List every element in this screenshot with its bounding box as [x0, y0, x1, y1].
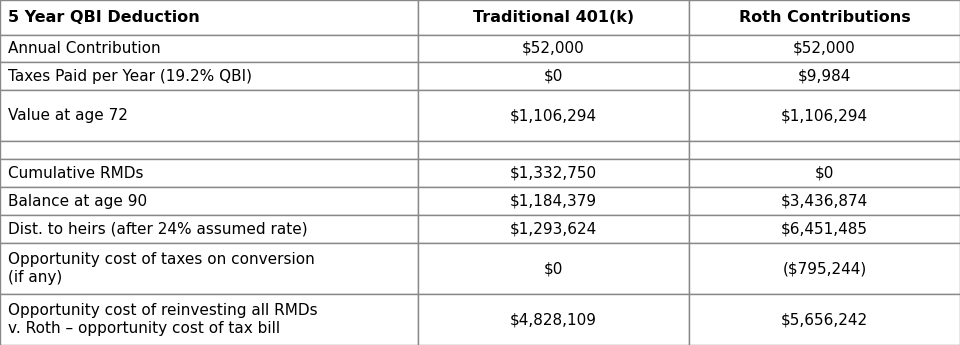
Bar: [0, 141, 418, 159]
Text: Annual Contribution: Annual Contribution: [8, 41, 160, 56]
Bar: [0, 294, 418, 345]
Text: $4,828,109: $4,828,109: [510, 312, 597, 327]
Text: $0: $0: [815, 166, 834, 181]
Text: $0: $0: [543, 261, 563, 276]
Bar: [418, 34, 688, 62]
Bar: [688, 159, 960, 187]
Bar: [0, 215, 418, 243]
Bar: [0, 243, 418, 294]
Text: $9,984: $9,984: [798, 69, 852, 84]
Bar: [688, 141, 960, 159]
Bar: [418, 243, 688, 294]
Text: Traditional 401(k): Traditional 401(k): [472, 10, 634, 25]
Text: Dist. to heirs (after 24% assumed rate): Dist. to heirs (after 24% assumed rate): [8, 222, 307, 237]
Bar: [688, 187, 960, 215]
Text: ($795,244): ($795,244): [782, 261, 867, 276]
Text: $1,293,624: $1,293,624: [510, 222, 597, 237]
Text: $52,000: $52,000: [793, 41, 855, 56]
Text: $3,436,874: $3,436,874: [780, 194, 868, 209]
Bar: [688, 62, 960, 90]
Bar: [0, 34, 418, 62]
Bar: [418, 0, 688, 34]
Bar: [0, 187, 418, 215]
Text: Opportunity cost of taxes on conversion
(if any): Opportunity cost of taxes on conversion …: [8, 252, 315, 285]
Text: $52,000: $52,000: [522, 41, 585, 56]
Bar: [688, 294, 960, 345]
Text: $5,656,242: $5,656,242: [780, 312, 868, 327]
Text: Roth Contributions: Roth Contributions: [738, 10, 910, 25]
Bar: [688, 215, 960, 243]
Bar: [0, 62, 418, 90]
Text: $1,106,294: $1,106,294: [510, 108, 597, 123]
Bar: [418, 90, 688, 141]
Text: Opportunity cost of reinvesting all RMDs
v. Roth – opportunity cost of tax bill: Opportunity cost of reinvesting all RMDs…: [8, 303, 318, 336]
Text: $1,106,294: $1,106,294: [780, 108, 868, 123]
Bar: [418, 294, 688, 345]
Text: $6,451,485: $6,451,485: [780, 222, 868, 237]
Text: $0: $0: [543, 69, 563, 84]
Text: Taxes Paid per Year (19.2% QBI): Taxes Paid per Year (19.2% QBI): [8, 69, 252, 84]
Bar: [418, 62, 688, 90]
Bar: [0, 90, 418, 141]
Bar: [688, 90, 960, 141]
Text: Value at age 72: Value at age 72: [8, 108, 128, 123]
Bar: [688, 34, 960, 62]
Bar: [418, 159, 688, 187]
Bar: [688, 0, 960, 34]
Bar: [418, 215, 688, 243]
Text: Balance at age 90: Balance at age 90: [8, 194, 147, 209]
Text: Cumulative RMDs: Cumulative RMDs: [8, 166, 143, 181]
Bar: [688, 243, 960, 294]
Bar: [418, 141, 688, 159]
Bar: [418, 187, 688, 215]
Text: $1,184,379: $1,184,379: [510, 194, 597, 209]
Text: $1,332,750: $1,332,750: [510, 166, 597, 181]
Bar: [0, 159, 418, 187]
Bar: [0, 0, 418, 34]
Text: 5 Year QBI Deduction: 5 Year QBI Deduction: [8, 10, 200, 25]
